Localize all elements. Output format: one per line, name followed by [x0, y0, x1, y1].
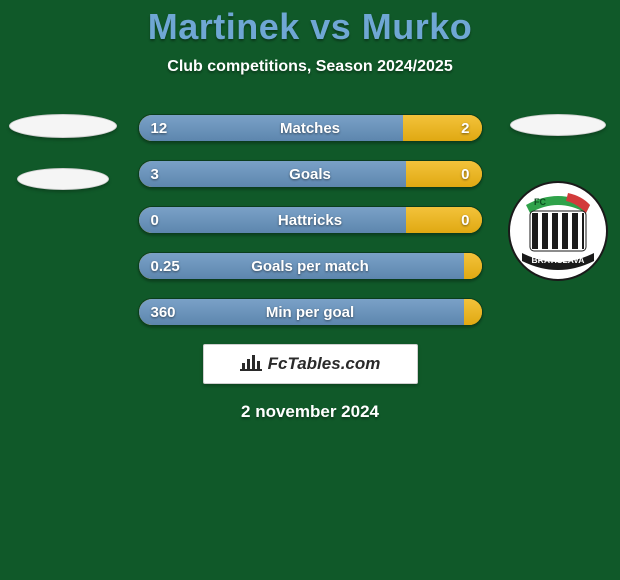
stat-bar-right [406, 161, 481, 187]
stat-row: 122Matches [138, 114, 483, 142]
player-left-badge [8, 114, 118, 190]
date-line: 2 november 2024 [0, 402, 620, 422]
stat-value-left: 12 [151, 115, 168, 141]
stat-bar-left [139, 161, 407, 187]
stat-value-right: 2 [461, 115, 469, 141]
svg-text:FC: FC [534, 197, 546, 207]
placeholder-ellipse [9, 114, 117, 138]
stat-bar-right [464, 253, 481, 279]
stat-value-left: 0 [151, 207, 159, 233]
stat-bar-right [464, 299, 481, 325]
stat-row: 30Goals [138, 160, 483, 188]
stat-bar-left [139, 115, 403, 141]
stat-value-right: 0 [461, 207, 469, 233]
comparison-panel: FC BRATISLAVA 122Matches30Goals00Hattric… [0, 114, 620, 422]
stat-value-right: 0 [461, 161, 469, 187]
stat-value-left: 360 [151, 299, 176, 325]
brand-text: FcTables.com [268, 354, 381, 374]
placeholder-ellipse [17, 168, 109, 190]
club-logo: FC BRATISLAVA [508, 181, 608, 281]
stat-bar-left [139, 253, 465, 279]
stat-rows: 122Matches30Goals00Hattricks0.25Goals pe… [138, 114, 483, 326]
stat-bar-left [139, 299, 465, 325]
stat-bar-right [406, 207, 481, 233]
player-right-badge: FC BRATISLAVA [508, 114, 608, 281]
stat-value-left: 0.25 [151, 253, 180, 279]
stat-bar-left [139, 207, 407, 233]
page-title: Martinek vs Murko [0, 0, 620, 48]
stat-row: 00Hattricks [138, 206, 483, 234]
stat-row: 0.25Goals per match [138, 252, 483, 280]
subtitle: Club competitions, Season 2024/2025 [0, 58, 620, 76]
brand-box: FcTables.com [203, 344, 418, 384]
bar-chart-icon [240, 353, 262, 376]
stat-row: 360Min per goal [138, 298, 483, 326]
placeholder-ellipse [510, 114, 606, 136]
svg-text:BRATISLAVA: BRATISLAVA [532, 255, 585, 265]
stat-value-left: 3 [151, 161, 159, 187]
